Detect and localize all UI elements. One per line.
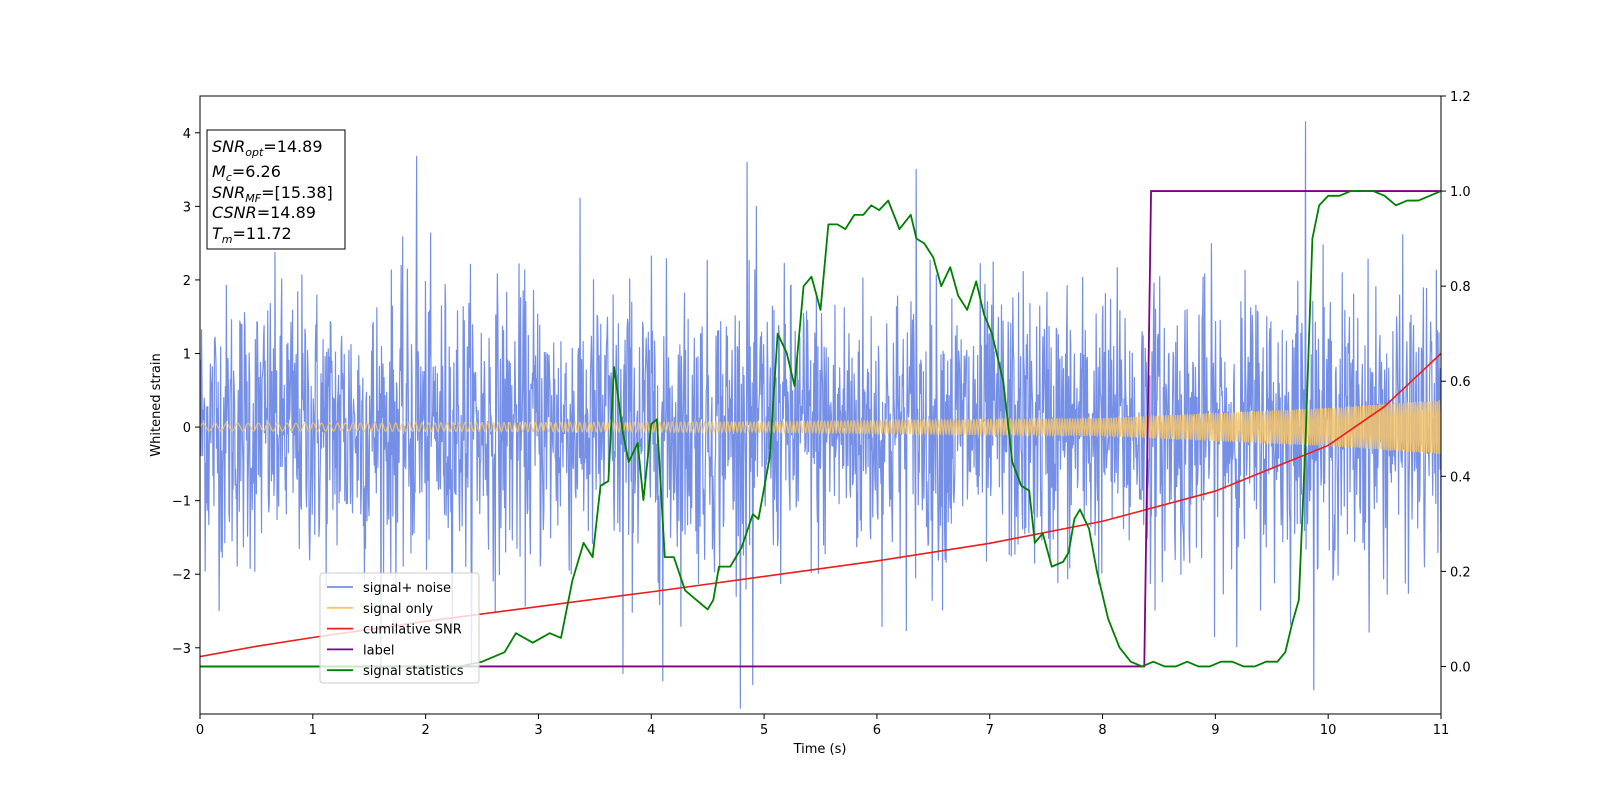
legend-label: signal+ noise (363, 581, 451, 596)
y2-tick-label: 0.8 (1450, 280, 1471, 295)
y2-tick-label: 1.2 (1450, 90, 1471, 105)
series-line-signal-statistics (200, 190, 1441, 668)
y2-tick-label: 0.0 (1450, 660, 1471, 675)
x-tick-label: 7 (986, 723, 994, 738)
annotation-frame (206, 129, 346, 250)
y-tick-label: 0 (183, 421, 191, 436)
annotation-box: SNRopt=14.89 Mc=6.26SNRMF=[15.38]CSNR=14.… (206, 129, 346, 250)
x-tick-label: 5 (760, 723, 768, 738)
x-tick-label: 11 (1433, 723, 1450, 738)
y-tick-label: −3 (172, 642, 191, 657)
series-line-signal-only (200, 399, 1441, 454)
y-tick-label: 3 (183, 200, 191, 215)
y2-tick-label: 0.4 (1450, 470, 1471, 485)
annotation-line: Tm=11.72 (212, 224, 292, 246)
y-tick-label: −1 (172, 495, 191, 510)
annotation-line: CSNR=14.89 (212, 203, 316, 222)
annotation-line: SNRMF=[15.38] (212, 183, 333, 205)
x-tick-label: 10 (1320, 723, 1337, 738)
x-tick-label: 3 (534, 723, 542, 738)
x-tick-label: 2 (421, 723, 429, 738)
legend: signal+ noise signal only cumilative SNR la… (319, 572, 480, 684)
x-tick-label: 4 (647, 723, 655, 738)
x-axis-label: Time (s) (793, 742, 847, 757)
annotation-line: Mc=6.26 (212, 162, 281, 184)
plot-layer (200, 121, 1441, 709)
y-tick-label: 2 (183, 274, 191, 289)
y-tick-label: −2 (172, 568, 191, 583)
legend-label: signal only (363, 602, 433, 617)
y2-tick-label: 0.2 (1450, 565, 1471, 580)
plot-frame (199, 95, 1442, 715)
y-tick-label: 4 (183, 127, 191, 142)
legend-label: label (363, 643, 394, 658)
legend-frame (319, 572, 480, 684)
legend-label: cumilative SNR (363, 623, 462, 638)
y-tick-label: 1 (183, 348, 191, 363)
x-tick-label: 8 (1098, 723, 1106, 738)
x-tick-label: 0 (196, 723, 204, 738)
x-tick-label: 1 (309, 723, 317, 738)
y2-tick-label: 1.0 (1450, 185, 1471, 200)
x-tick-label: 9 (1211, 723, 1219, 738)
y-axis-label: Whitened strain (149, 353, 164, 456)
series-line-label (200, 190, 1441, 668)
x-tick-label: 6 (873, 723, 881, 738)
annotation-line: SNRopt=14.89 (212, 137, 323, 159)
axes-layer: 0 1 2 3 4 5 6 7 8 9 10 11 −3 −2 −1 0 1 2 3 4 0.0 0.2 0.4 0.6 0.8… (172, 90, 1471, 738)
y2-tick-label: 0.6 (1450, 375, 1471, 390)
legend-label: signal statistics (363, 664, 464, 679)
